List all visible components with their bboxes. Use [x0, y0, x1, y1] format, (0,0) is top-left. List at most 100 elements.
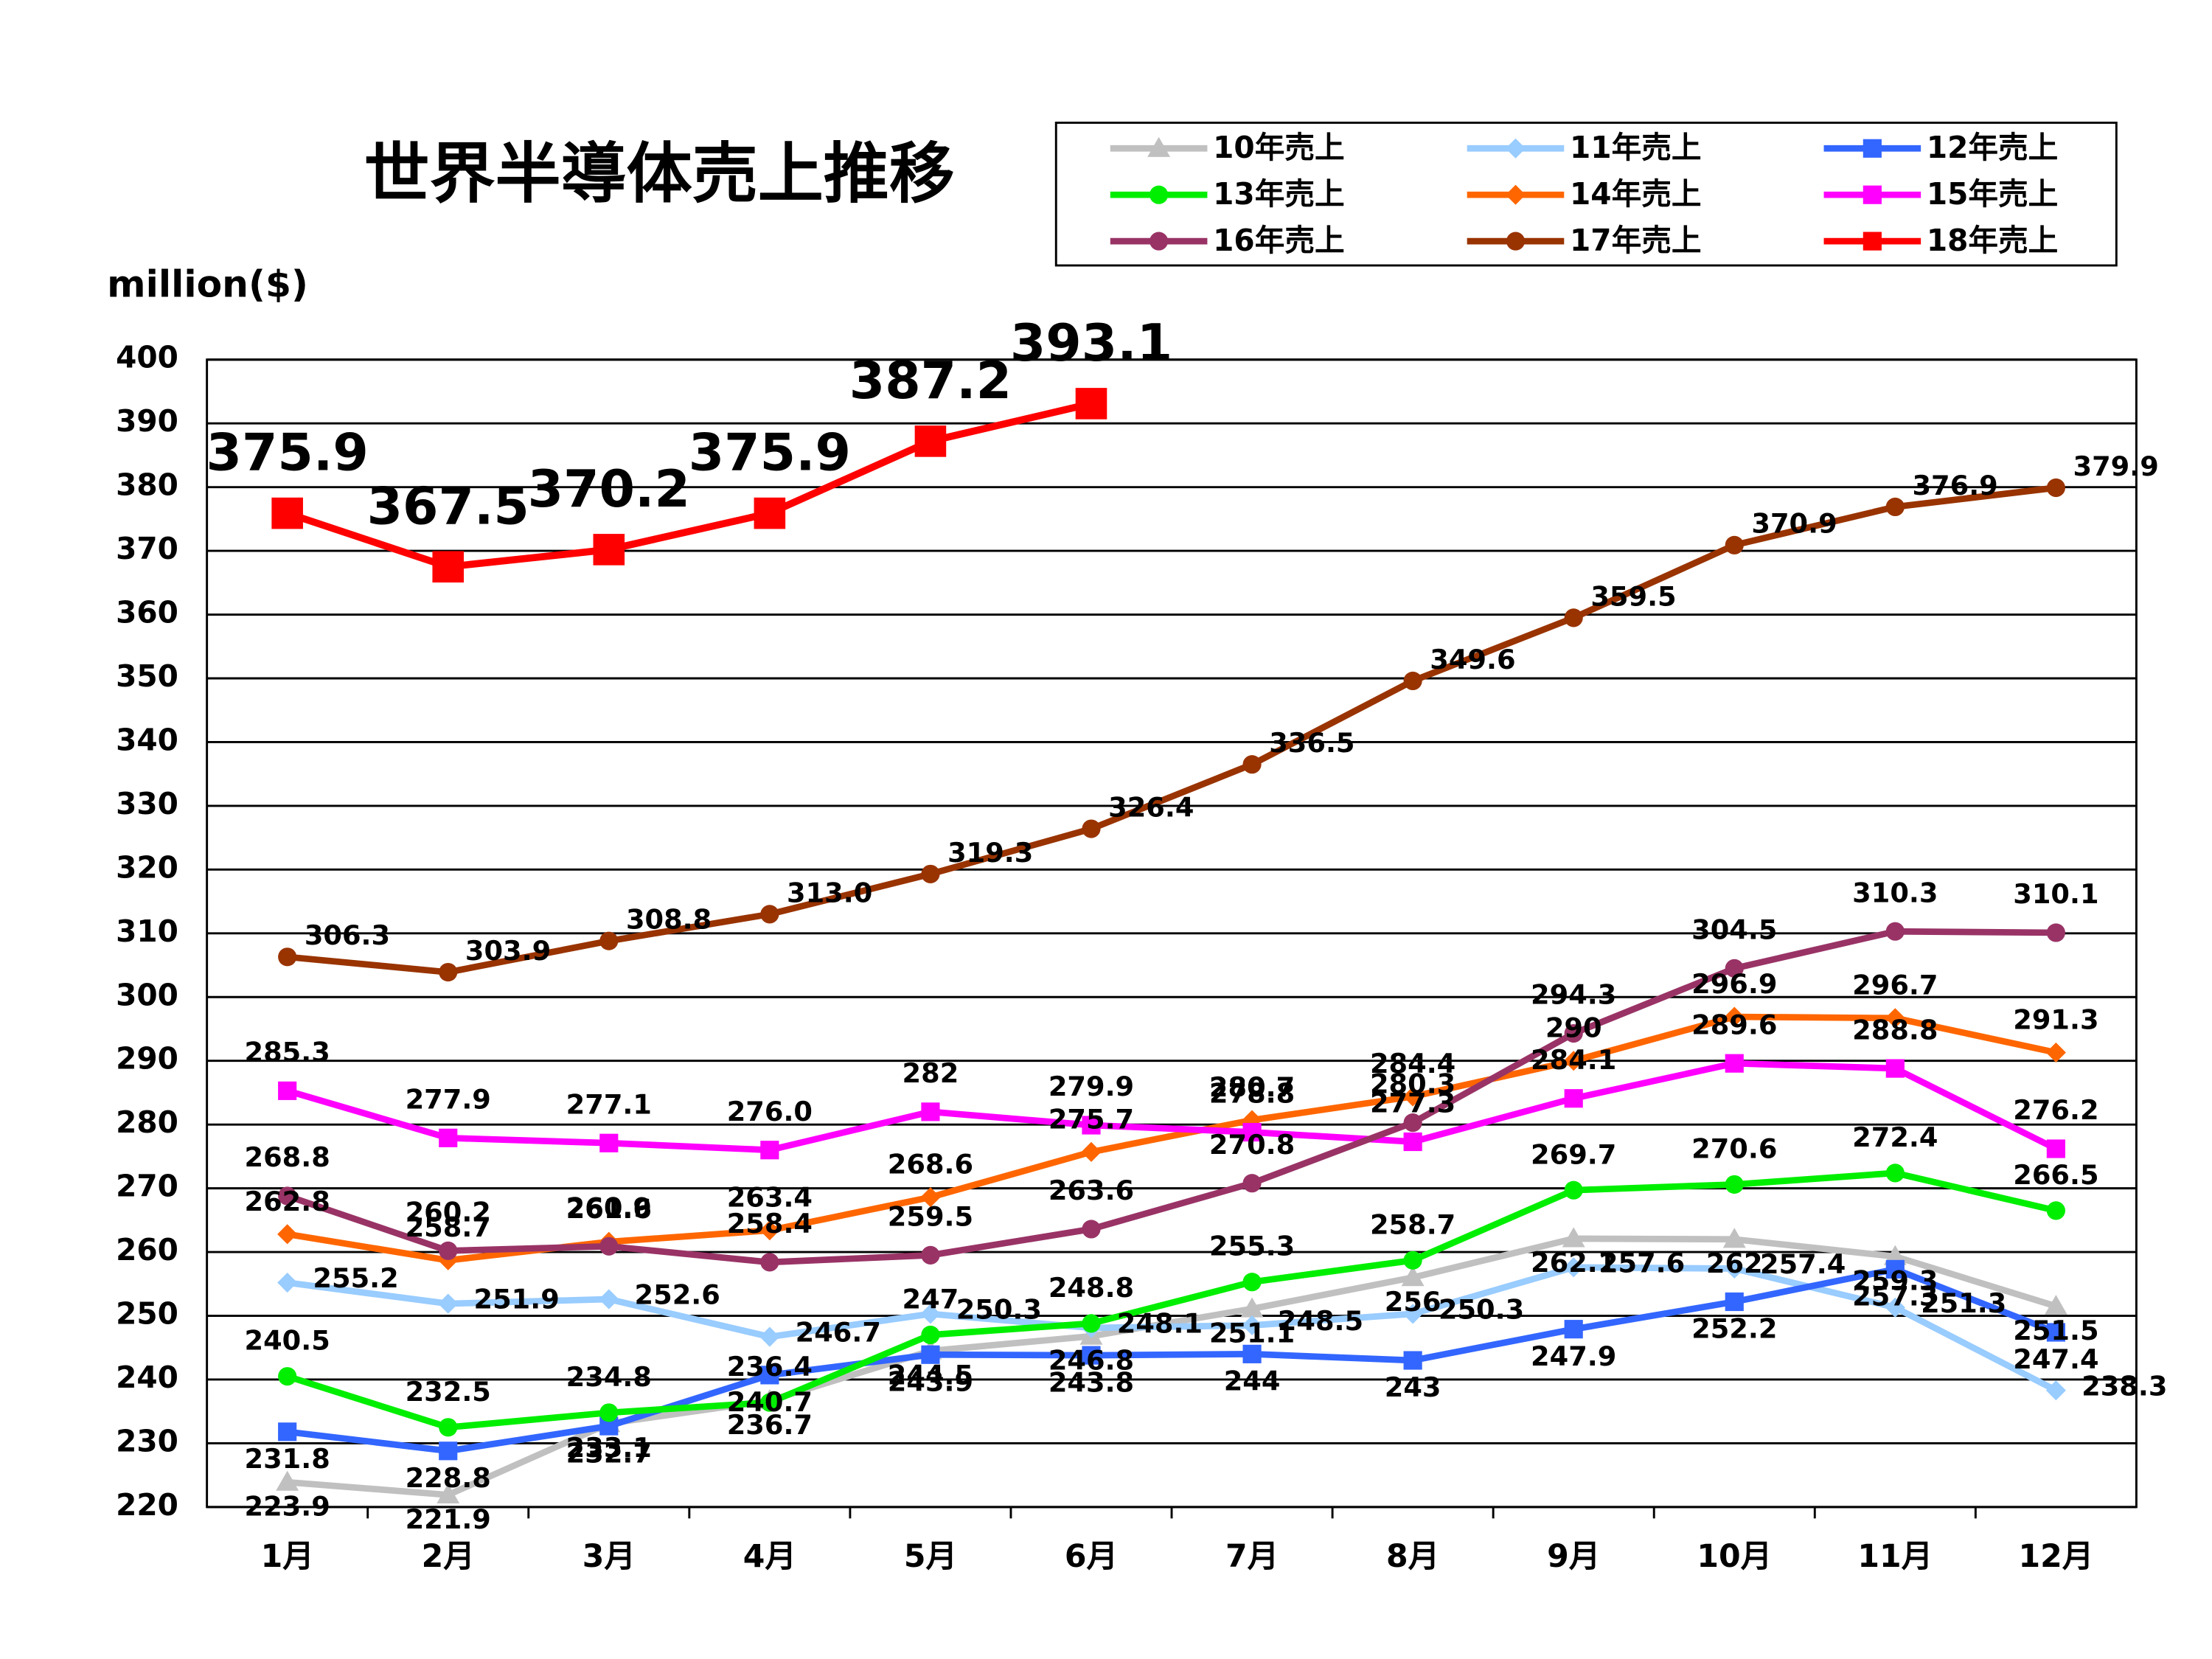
data-label: 294.3 [1531, 979, 1616, 1011]
legend-marker [1150, 232, 1169, 251]
legend-label: 12年売上 [1927, 130, 2058, 165]
data-point [921, 1325, 940, 1345]
series-line [287, 1235, 2057, 1498]
legend-marker [1150, 185, 1169, 204]
data-label: 257.4 [1760, 1248, 1846, 1280]
data-label: 269.7 [1531, 1138, 1616, 1170]
data-label: 236.7 [727, 1409, 813, 1441]
data-label: 262 [1706, 1248, 1763, 1279]
data-label: 289.6 [1691, 1009, 1777, 1040]
data-point [1240, 1297, 1264, 1318]
data-point [1564, 608, 1583, 627]
legend-box [1054, 122, 2118, 267]
x-tick-label: 9月 [1547, 1538, 1600, 1575]
data-point [754, 497, 786, 529]
data-point [599, 1403, 619, 1422]
data-point [1564, 1180, 1583, 1200]
data-label: 278.8 [1209, 1078, 1295, 1110]
data-point [439, 1241, 458, 1260]
data-point [1725, 959, 1744, 978]
data-point [760, 1141, 779, 1160]
data-label: 248.5 [1278, 1305, 1363, 1337]
y-tick-label: 320 [116, 849, 178, 885]
legend-label: 11年売上 [1570, 130, 1701, 165]
x-tick-label: 10月 [1697, 1538, 1772, 1575]
data-label: 252.2 [1691, 1313, 1777, 1345]
data-label: 243.9 [888, 1366, 973, 1397]
x-tick-label: 8月 [1386, 1538, 1439, 1575]
data-point [1242, 1344, 1262, 1363]
data-label: 379.9 [2073, 451, 2159, 482]
data-point [921, 864, 940, 883]
data-label: 231.8 [245, 1443, 330, 1475]
data-point [1242, 1174, 1262, 1193]
x-tick-label: 6月 [1065, 1538, 1118, 1575]
data-point [278, 947, 297, 967]
data-label: 304.5 [1691, 914, 1777, 946]
y-tick-label: 260 [116, 1232, 178, 1267]
x-tick-label: 12月 [2018, 1538, 2093, 1575]
data-point [1082, 1220, 1101, 1239]
data-label: 243 [1385, 1371, 1441, 1403]
data-point [439, 1418, 458, 1437]
data-label: 223.9 [245, 1490, 330, 1522]
series-line [286, 928, 2056, 1266]
data-label: 375.9 [206, 423, 369, 483]
y-tick-label: 360 [116, 595, 178, 630]
data-label: 255.3 [1209, 1231, 1295, 1262]
data-point [439, 962, 458, 982]
legend-label: 17年売上 [1570, 223, 1701, 258]
data-label: 282 [902, 1057, 959, 1089]
data-point [599, 1237, 619, 1256]
data-point [1402, 1086, 1423, 1107]
data-label: 246.7 [796, 1317, 881, 1349]
x-tick-label: 2月 [422, 1538, 475, 1575]
legend-marker [1506, 232, 1526, 251]
data-point [1242, 755, 1262, 774]
y-tick-label: 340 [116, 722, 178, 757]
data-label: 247.4 [2013, 1343, 2098, 1375]
data-label: 370.9 [1751, 508, 1837, 540]
data-label: 270.8 [1209, 1129, 1295, 1161]
data-point [1885, 1008, 1905, 1029]
series-line [286, 1060, 2058, 1154]
y-tick-label: 400 [116, 340, 178, 375]
data-point [432, 551, 465, 582]
data-label: 308.8 [626, 904, 712, 936]
data-label: 277.9 [406, 1083, 491, 1115]
data-point [1403, 1132, 1422, 1152]
legend-marker [1505, 184, 1526, 205]
series-line [286, 400, 1093, 571]
y-tick-label: 220 [116, 1487, 178, 1523]
data-label: 238.3 [2081, 1370, 2167, 1402]
data-label: 326.4 [1108, 791, 1194, 823]
y-tick-label: 330 [116, 786, 178, 821]
data-point [1402, 1304, 1423, 1324]
data-label: 251.3 [1921, 1287, 2006, 1319]
data-label: 277.1 [566, 1088, 652, 1120]
data-label: 263.6 [1048, 1175, 1134, 1206]
data-point [1885, 1297, 1905, 1318]
y-tick-label: 380 [116, 467, 178, 503]
data-point [1082, 1346, 1101, 1365]
data-point [278, 1367, 297, 1386]
data-point [1725, 1292, 1744, 1312]
series-line [286, 1169, 2057, 1431]
data-label: 221.9 [406, 1503, 491, 1535]
legend-marker [1863, 139, 1882, 158]
data-label: 251.9 [473, 1284, 559, 1315]
data-label: 393.1 [1010, 313, 1172, 373]
series-line [287, 1264, 2058, 1394]
data-label: 250.3 [956, 1294, 1042, 1326]
data-label: 248.8 [1048, 1272, 1134, 1304]
data-label: 291.3 [2013, 1004, 2098, 1035]
data-label: 276.0 [727, 1096, 813, 1127]
x-tick-label: 11月 [1857, 1538, 1933, 1575]
data-point [1563, 1257, 1584, 1278]
data-label: 259.3 [1852, 1265, 1938, 1296]
legend-marker [1863, 185, 1882, 204]
data-label: 310.1 [2013, 878, 2098, 910]
data-label: 349.6 [1430, 644, 1515, 675]
data-label: 276.2 [2013, 1094, 2098, 1126]
